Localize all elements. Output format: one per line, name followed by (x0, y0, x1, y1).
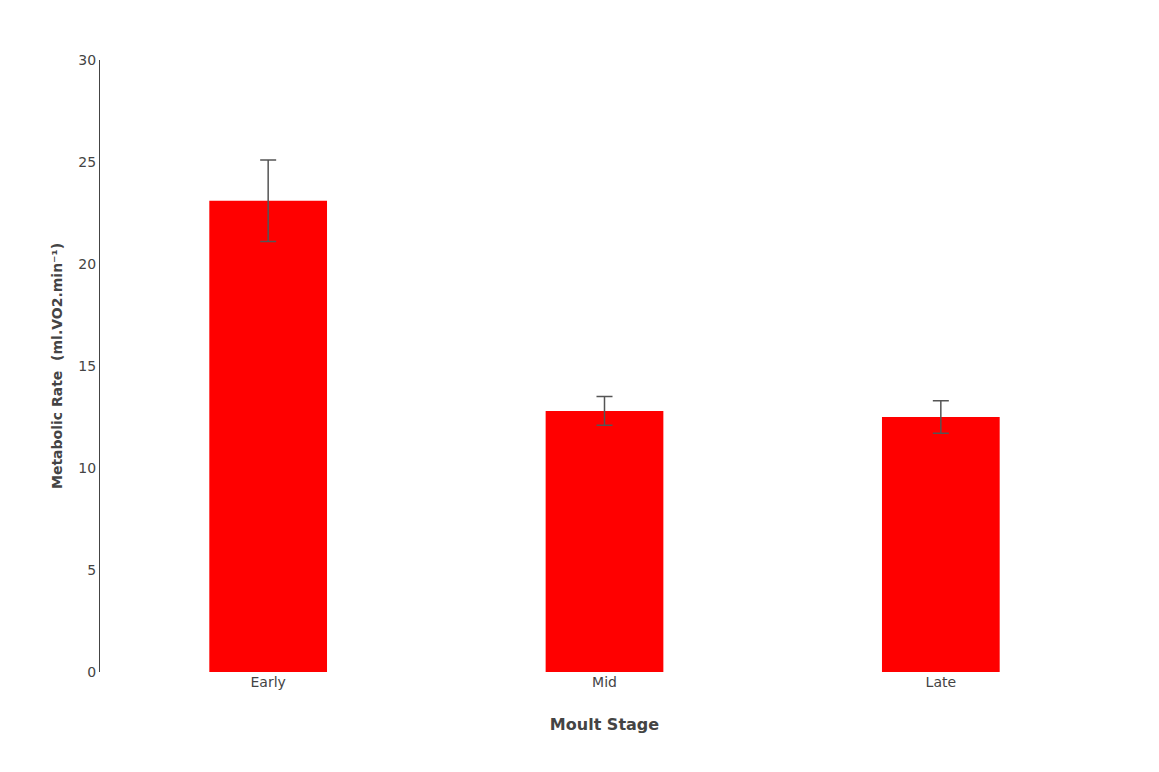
svg-text:Moult Stage: Moult Stage (550, 715, 659, 734)
svg-text:10: 10 (78, 460, 96, 476)
svg-text:Early: Early (250, 674, 285, 690)
svg-text:5: 5 (87, 562, 96, 578)
svg-text:0: 0 (87, 664, 96, 680)
svg-text:25: 25 (78, 154, 96, 170)
svg-text:30: 30 (78, 52, 96, 68)
svg-text:Metabolic Rate (ml.VO2.min⁻¹): Metabolic Rate (ml.VO2.min⁻¹) (49, 243, 65, 489)
svg-text:Late: Late (926, 674, 956, 690)
svg-text:Mid: Mid (592, 674, 617, 690)
svg-text:20: 20 (78, 256, 96, 272)
svg-text:15: 15 (78, 358, 96, 374)
